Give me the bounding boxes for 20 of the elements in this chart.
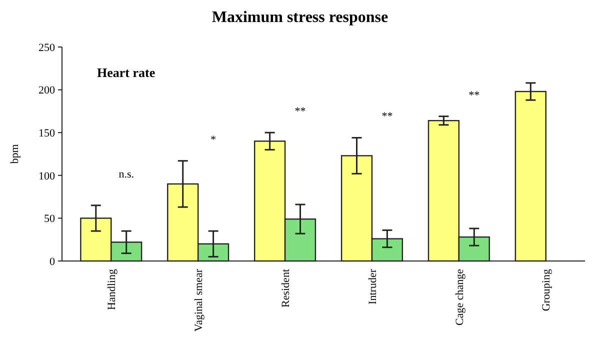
y-tick-label: 0	[50, 256, 56, 268]
y-tick-label: 50	[44, 213, 56, 226]
x-tick-label: Cage change	[454, 268, 466, 326]
y-tick-label: 200	[38, 84, 56, 97]
x-tick-label: Grouping	[540, 268, 553, 312]
chart-title: Maximum stress response	[212, 9, 388, 26]
annotation: **	[294, 106, 306, 118]
annotation: Heart rate	[97, 65, 156, 80]
annotation: **	[468, 89, 480, 102]
y-tick-label: 100	[38, 170, 56, 182]
x-tick-label: Vaginal smear	[192, 268, 205, 332]
annotation: n.s.	[118, 168, 134, 180]
x-tick-label: Intruder	[366, 268, 379, 304]
annotation: **	[382, 110, 393, 123]
x-tick-label: Resident	[280, 269, 292, 308]
x-tick-label: Handling	[106, 268, 118, 310]
y-tick-label: 150	[38, 127, 56, 140]
y-tick-label: 250	[38, 42, 56, 54]
y-axis-title: bpm	[9, 144, 21, 164]
annotation: *	[210, 134, 216, 146]
